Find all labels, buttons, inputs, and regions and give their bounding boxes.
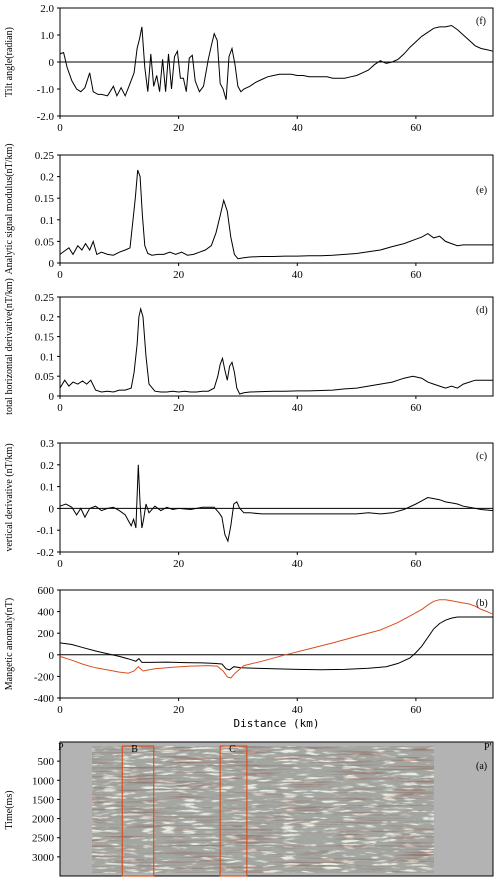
y-tick-label: 500 (38, 756, 55, 768)
y-tick-label: 1000 (32, 775, 55, 787)
series-line-1 (59, 616, 493, 671)
panel-d: 0 0.05 0.1 0.15 0.2 0.25 0 20 40 60 (d) total horiz… (4, 278, 494, 415)
plot-frame (59, 442, 494, 553)
plot-frame (59, 296, 494, 397)
y-axis-label: Analytic signal modulus(nT/km) (4, 143, 15, 274)
y-tick-label: 0.05 (35, 236, 55, 248)
y-tick-label: 600 (38, 585, 55, 597)
panel-f: -2.0 -1.0 0 1.0 2.0 0 20 40 60 (f) Tilt angle(radi… (4, 3, 494, 134)
y-tick-label: 0.05 (35, 371, 55, 383)
y-tick-label: 0.25 (35, 150, 55, 162)
x-tick-label: 40 (292, 704, 304, 716)
panel-label: (d) (476, 305, 488, 316)
plot-frame (59, 154, 494, 264)
panel-label: (f) (476, 16, 486, 27)
y-tick-label: -2.0 (37, 111, 55, 123)
series-line-1 (59, 24, 494, 100)
zone-label: C (229, 744, 236, 755)
panel-b: -400 -200 0 200 400 600 0 20 40 60 (b) Mangetic ano… (4, 585, 494, 730)
y-tick-label: 0 (49, 503, 55, 515)
y-axis-label: Mangetic anomaly(nT) (4, 598, 15, 690)
y-tick-label: -200 (34, 671, 55, 683)
x-tick-label: 60 (410, 122, 422, 134)
y-tick-label: 0 (49, 258, 55, 270)
y-tick-label: 0.3 (40, 438, 54, 450)
y-tick-label: 1.0 (40, 30, 54, 42)
panel-label-a: (a) (476, 761, 487, 772)
x-tick-label: 60 (410, 558, 422, 570)
series-line-2 (59, 599, 494, 679)
x-tick-label: 60 (410, 704, 422, 716)
x-tick-label: 20 (173, 558, 185, 570)
x-tick-label: 20 (173, 704, 185, 716)
y-tick-label: -0.2 (37, 547, 54, 559)
y-tick-label: 0 (49, 650, 55, 662)
x-tick-label: 20 (173, 122, 185, 134)
x-tick-label: 0 (57, 402, 63, 414)
x-tick-label: 20 (173, 269, 185, 281)
x-tick-label: 40 (292, 269, 304, 281)
y-tick-label: 2000 (32, 814, 55, 826)
y-tick-label: 0.2 (40, 172, 54, 184)
y-tick-label: 0.2 (40, 460, 54, 472)
y-tick-label: 0.2 (40, 312, 54, 324)
x-tick-label: 0 (57, 558, 63, 570)
y-tick-label: 3000 (32, 852, 55, 864)
series-line-1 (59, 464, 494, 543)
y-tick-label: 400 (38, 607, 55, 619)
x-tick-label: 0 (57, 704, 63, 716)
y-tick-label: 0 (49, 57, 55, 69)
seismic-ylabel: Time(ms) (4, 790, 15, 829)
panel-a: P P' (a) Time(ms) 500 1000 1500 2000 2500 300… (4, 741, 494, 877)
x-tick-label: 60 (410, 269, 422, 281)
y-axis-label: Tilt angle(radian) (4, 27, 15, 97)
plot-frame (59, 589, 494, 699)
y-tick-label: 1500 (32, 794, 55, 806)
seismic-texture (92, 746, 434, 873)
panel-c: -0.2 -0.1 0 0.1 0.2 0.3 0 20 40 60 (c) vertical der… (4, 438, 494, 570)
y-tick-label: 0.15 (35, 193, 55, 205)
seismic-frame (59, 741, 494, 877)
y-tick-label: 0.1 (40, 215, 54, 227)
y-tick-label: 200 (38, 628, 55, 640)
zone-box (121, 745, 155, 877)
y-tick-label: 0.1 (40, 482, 54, 494)
y-tick-label: -400 (34, 693, 55, 705)
x-tick-label: 40 (292, 122, 304, 134)
x-tick-label: 0 (57, 269, 63, 281)
panel-label: (b) (476, 598, 488, 609)
y-tick-label: 0.25 (35, 292, 55, 304)
y-tick-label: 0.15 (35, 332, 55, 344)
panel-e: 0 0.05 0.1 0.15 0.2 0.25 0 20 40 60 (e) Analytic si… (4, 143, 494, 281)
panel-label: (c) (476, 451, 487, 462)
x-tick-label: 0 (57, 122, 63, 134)
endpoint-right: P' (484, 742, 492, 753)
y-axis-label: vertical derivative (nT/km) (4, 443, 15, 551)
series-line-1 (59, 169, 493, 260)
x-axis-label: Distance (km) (233, 717, 319, 730)
panel-label: (e) (476, 185, 487, 196)
seismic-y-ticks: 500 1000 1500 2000 2500 3000 (32, 756, 60, 864)
x-tick-label: 20 (173, 402, 185, 414)
y-tick-label: 2500 (32, 833, 55, 845)
x-tick-label: 40 (292, 558, 304, 570)
y-tick-label: 2.0 (40, 3, 54, 15)
y-tick-label: -1.0 (37, 84, 55, 96)
series-line-1 (59, 306, 493, 395)
endpoint-left: P (58, 742, 64, 753)
y-tick-label: 0 (49, 391, 55, 403)
y-axis-label: total horizontal derivative(nT/km) (4, 278, 15, 415)
zone-label: B (131, 744, 138, 755)
x-tick-label: 60 (410, 402, 422, 414)
zone-box (219, 745, 248, 877)
x-tick-label: 40 (292, 402, 304, 414)
y-tick-label: 0.1 (40, 351, 54, 363)
y-tick-label: -0.1 (37, 525, 54, 537)
